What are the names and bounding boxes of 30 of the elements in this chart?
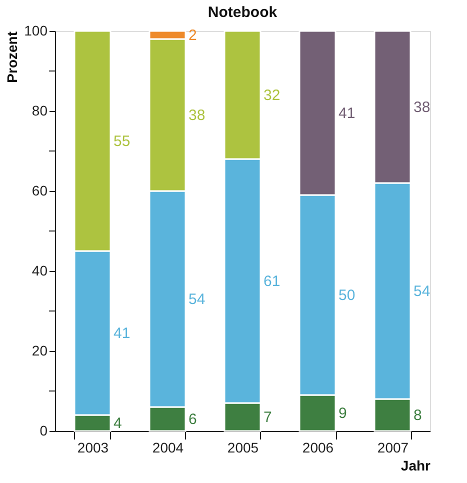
y-axis-title: Prozent — [4, 31, 20, 83]
data-label: 38 — [188, 107, 206, 124]
y-tick-label: 20 — [32, 342, 48, 358]
y-tick-label: 100 — [24, 22, 48, 38]
data-label: 50 — [338, 287, 356, 304]
x-tick-label: 2006 — [302, 440, 334, 456]
data-label: 9 — [338, 405, 347, 422]
y-tick-label: 60 — [32, 182, 48, 198]
chart-title: Notebook — [208, 4, 278, 21]
data-label: 32 — [264, 87, 280, 104]
data-label: 54 — [188, 291, 206, 308]
x-tick-label: 2004 — [152, 440, 184, 456]
data-label: 61 — [264, 273, 280, 290]
data-label: 41 — [338, 105, 356, 122]
x-tick-label: 2003 — [77, 440, 109, 456]
data-label: 55 — [114, 133, 130, 150]
data-label: 41 — [114, 325, 130, 342]
x-tick-label: 2007 — [377, 440, 409, 456]
y-tick-label: 0 — [40, 422, 48, 438]
data-label: 4 — [114, 415, 122, 432]
y-tick-label: 40 — [32, 262, 48, 278]
data-label: 54 — [414, 283, 430, 300]
y-tick-label: 80 — [32, 102, 48, 118]
data-label: 7 — [264, 409, 272, 426]
data-label: 8 — [414, 407, 422, 424]
x-tick-label: 2005 — [227, 440, 259, 456]
data-label: 6 — [188, 411, 197, 428]
data-label: 38 — [414, 99, 430, 116]
data-label: 2 — [188, 27, 197, 44]
x-axis-title: Jahr — [400, 458, 432, 474]
